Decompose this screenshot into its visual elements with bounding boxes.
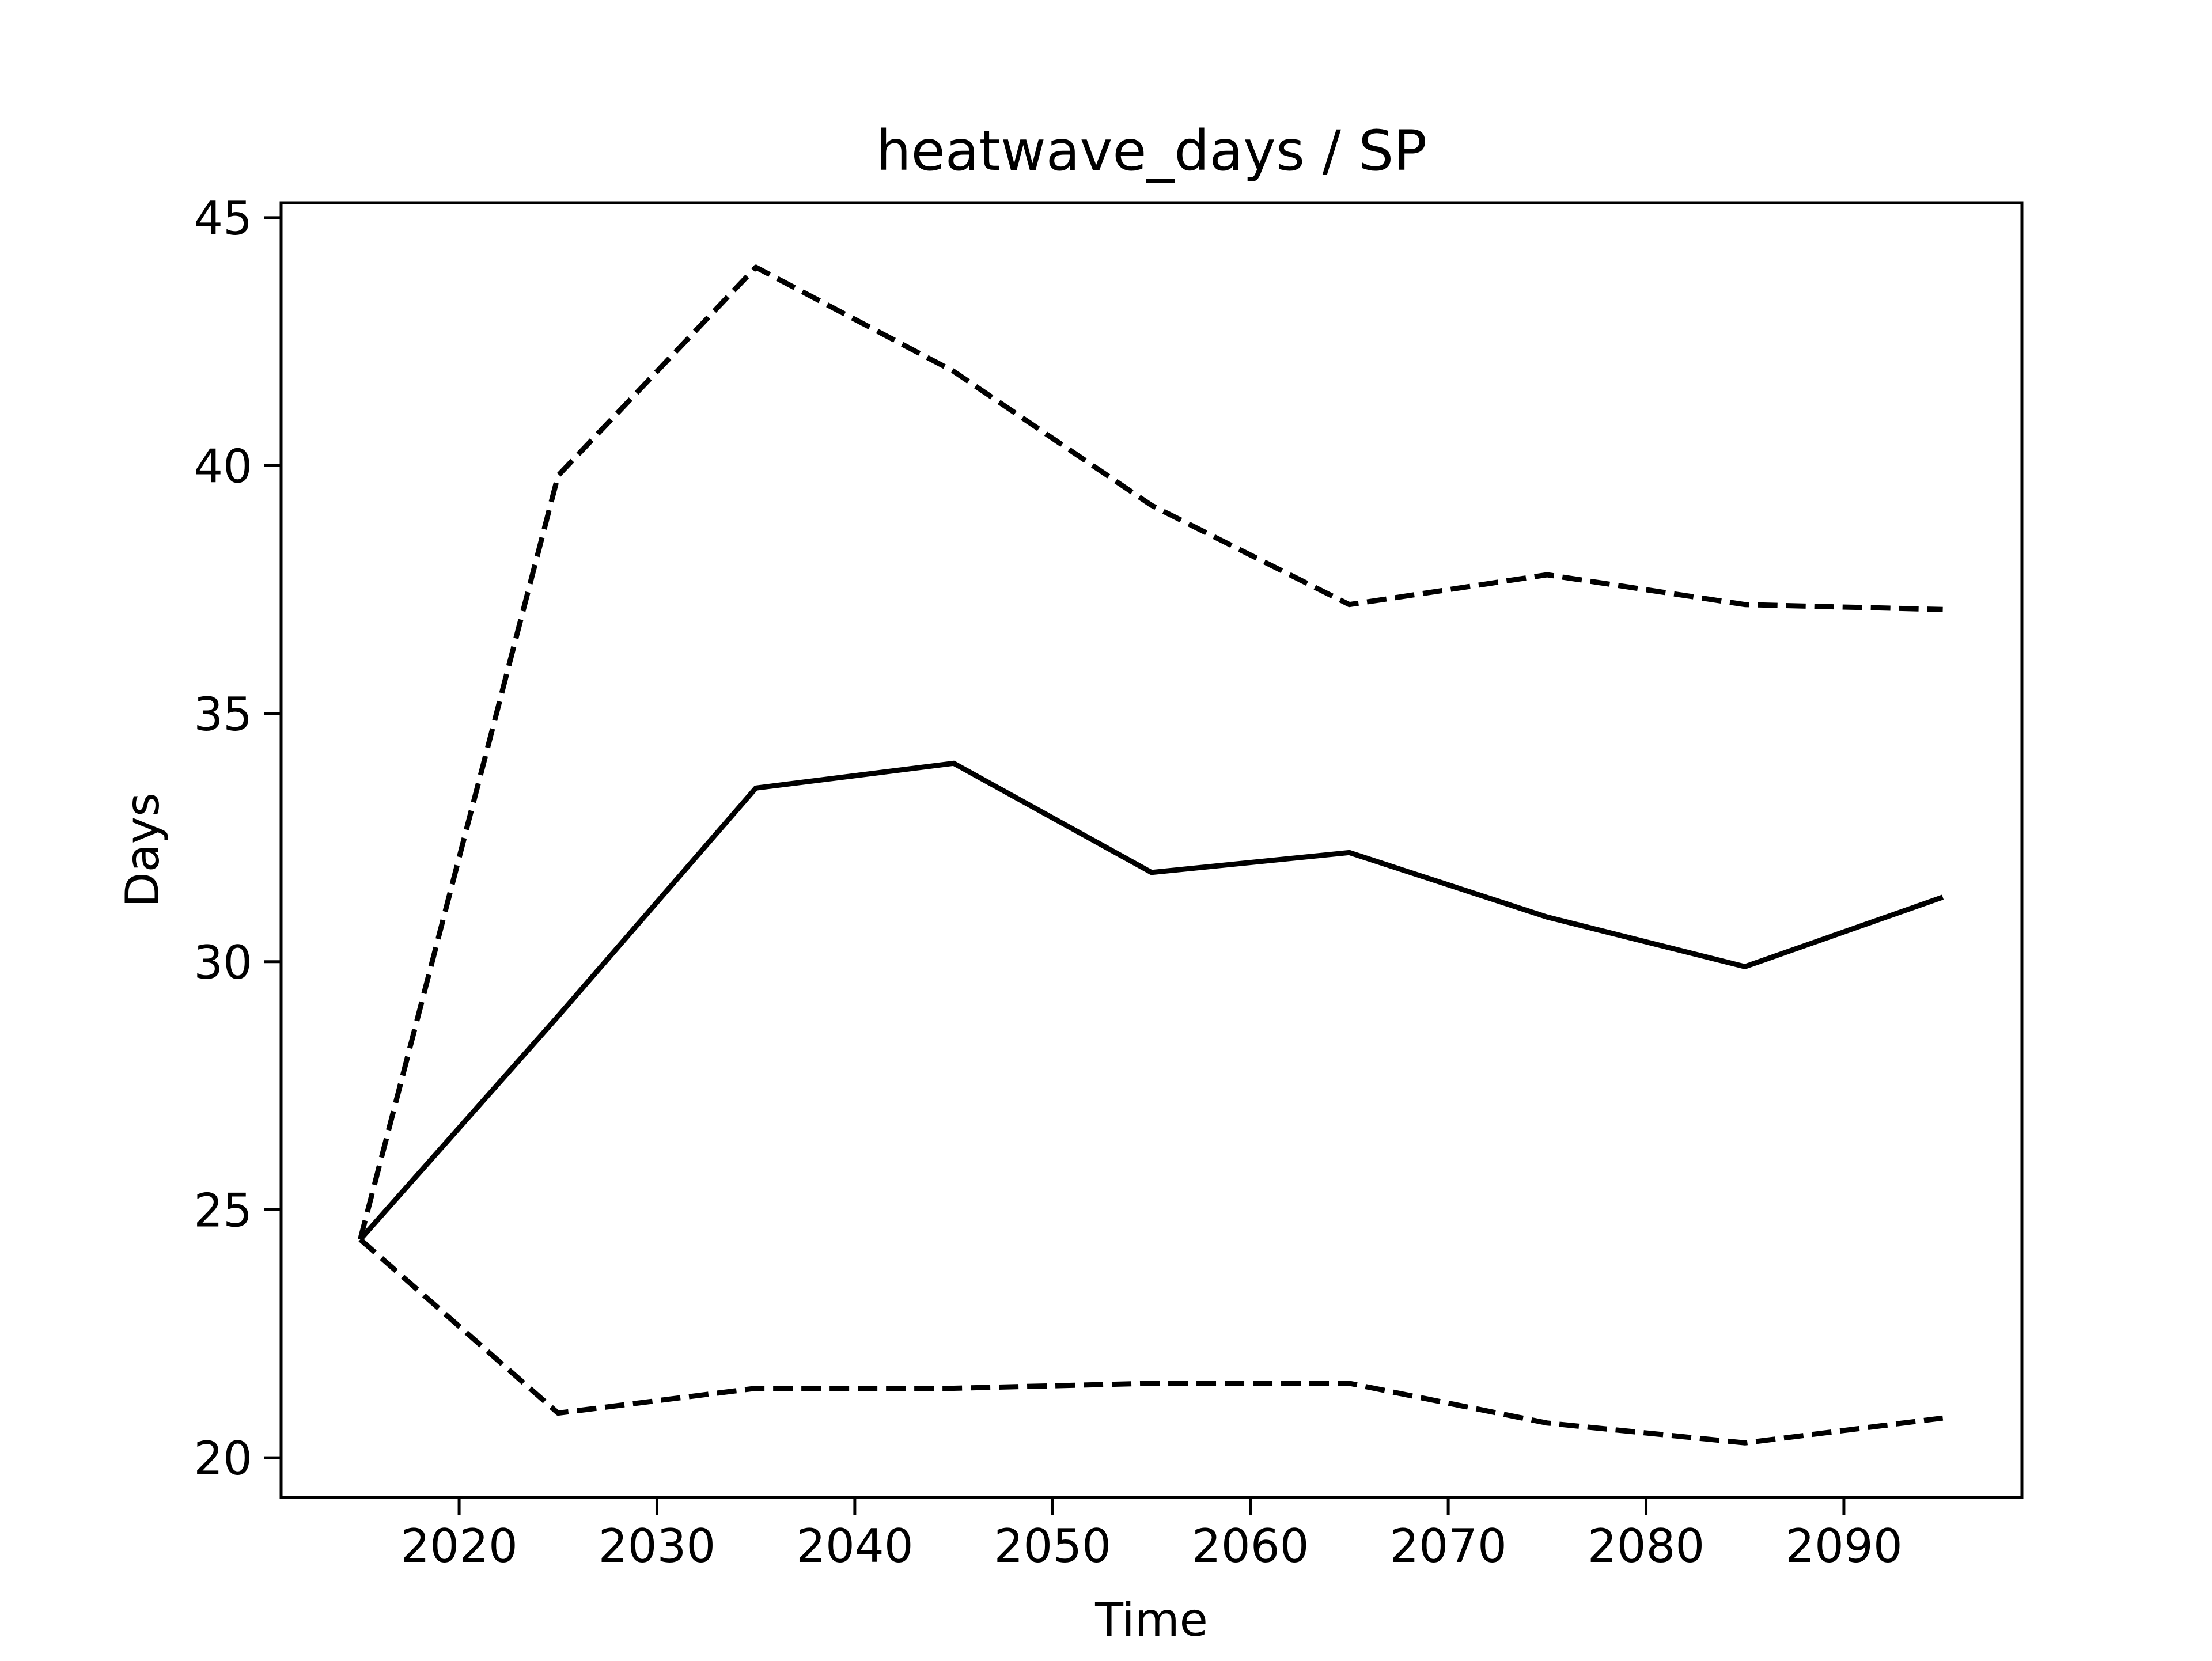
- series-layer: [358, 264, 1944, 1446]
- chart-title: heatwave_days / SP: [876, 119, 1427, 183]
- y-tick-label: 30: [194, 936, 252, 989]
- series-line-3: [358, 1237, 1944, 1446]
- x-tick-label: 2020: [400, 1519, 518, 1573]
- series-line-1: [358, 760, 1944, 1242]
- x-tick-label: 2040: [796, 1519, 914, 1573]
- x-tick-label: 2080: [1588, 1519, 1705, 1573]
- x-tick-label: 2030: [599, 1519, 716, 1573]
- y-tick-label: 45: [194, 192, 252, 245]
- y-tick-label: 20: [194, 1432, 252, 1485]
- x-axis-label: Time: [1094, 1593, 1208, 1647]
- y-axis: 20 25 30 35 40 45: [194, 192, 281, 1485]
- y-tick-label: 40: [194, 439, 252, 493]
- series-line-2: [358, 264, 1943, 1241]
- plot-frame: [279, 201, 2024, 1499]
- y-axis-label: Days: [116, 792, 169, 908]
- x-tick-label: 2090: [1785, 1519, 1903, 1573]
- x-tick-label: 2050: [994, 1519, 1111, 1573]
- y-tick-label: 25: [194, 1184, 252, 1237]
- x-tick-label: 2070: [1389, 1519, 1507, 1573]
- x-axis: 2020 2030 2040 2050 2060 2070 2080 2090: [400, 1497, 1903, 1573]
- x-tick-label: 2060: [1192, 1519, 1309, 1573]
- y-tick-label: 35: [194, 688, 252, 741]
